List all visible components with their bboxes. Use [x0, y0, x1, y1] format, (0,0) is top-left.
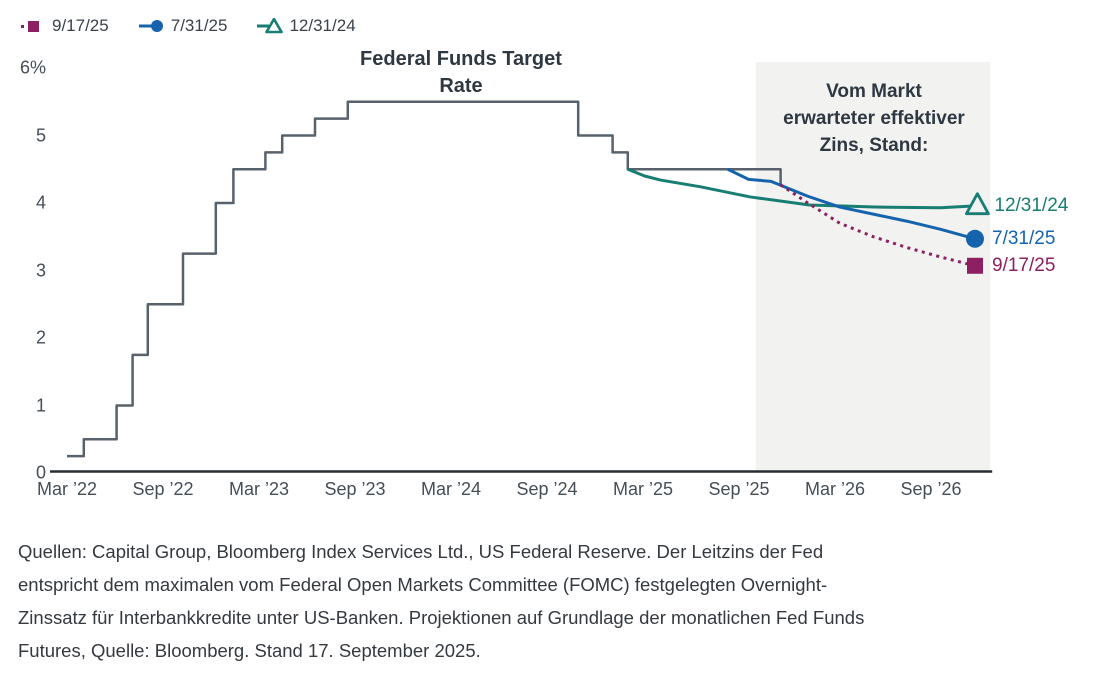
series-end-label: 9/17/25: [992, 254, 1056, 276]
projection-annotation: Vom Markt erwarteter effektiver Zins, Stan…: [754, 78, 994, 159]
y-tick-label: 3: [35, 260, 46, 280]
legend-item-label: 9/17/25: [52, 16, 109, 35]
triangle-marker: [965, 192, 990, 216]
source-note-line: Futures, Quelle: Bloomberg. Stand 17. Se…: [18, 640, 481, 661]
series-end-label: 7/31/25: [992, 227, 1056, 249]
x-tick-label: Sep ’22: [132, 479, 194, 499]
y-tick-label: 0: [35, 462, 46, 483]
source-note: Quellen: Capital Group, Bloomberg Index …: [18, 535, 1078, 667]
circle-line-icon: [138, 20, 163, 32]
legend-item: 9/17/25: [20, 16, 109, 36]
x-tick-label: Sep ’26: [900, 479, 962, 499]
x-tick-label: Mar ’23: [228, 479, 290, 499]
source-note-line: Zinssatz für Interbankkredite unter US-B…: [18, 607, 865, 628]
series-line-12-31-24: [627, 167, 978, 210]
x-tick-label: Sep ’25: [708, 479, 770, 499]
x-tick-label: Sep ’23: [324, 479, 386, 499]
legend-item: 12/31/24: [257, 16, 356, 36]
series-end-label: 12/31/24: [994, 194, 1069, 216]
source-note-line: Quellen: Capital Group, Bloomberg Index …: [18, 541, 824, 562]
annotation-line: erwarteter effektiver: [783, 108, 965, 129]
legend-item-label: 7/31/25: [170, 16, 228, 35]
projection-region: [755, 62, 991, 471]
legend-item-label: 12/31/24: [289, 16, 356, 35]
series-line-7-31-25: [727, 167, 976, 241]
x-tick-label: Mar ’26: [804, 479, 866, 499]
source-note-line: entspricht dem maximalen vom Federal Ope…: [18, 574, 828, 595]
y-tick-label: 1: [35, 395, 46, 415]
series-line-Federal-Funds-Target-Rate: [67, 100, 782, 458]
chart-canvas: [50, 62, 993, 473]
chart-title-line: Rate: [439, 75, 483, 97]
x-tick-label: Mar ’24: [420, 479, 482, 499]
y-tick-label: 5: [35, 125, 46, 145]
annotation-line: Zins, Stand:: [819, 135, 929, 156]
chart-title: Federal Funds Target Rate: [346, 46, 576, 100]
chart-legend: 9/17/25 7/31/25 12/31/24: [20, 16, 356, 36]
x-tick-label: Sep ’24: [516, 479, 578, 499]
legend-item: 7/31/25: [138, 16, 228, 36]
y-tick-label: 4: [35, 192, 46, 213]
fed-funds-chart: Federal Funds Target Rate Vom Markt erwart…: [19, 46, 1069, 499]
y-tick-label: 2: [35, 327, 46, 348]
y-tick-label: 6%: [19, 57, 46, 78]
triangle-line-icon: [257, 18, 284, 34]
circle-marker: [966, 229, 984, 248]
chart-title-line: Federal Funds Target: [360, 48, 562, 70]
series-line-9-17-25: [779, 183, 976, 268]
x-tick-label: Mar ’22: [36, 479, 98, 499]
x-tick-label: Mar ’25: [612, 479, 674, 499]
square-marker: [967, 257, 983, 274]
annotation-line: Vom Markt: [826, 81, 922, 102]
square-dotted-icon: [21, 21, 39, 32]
